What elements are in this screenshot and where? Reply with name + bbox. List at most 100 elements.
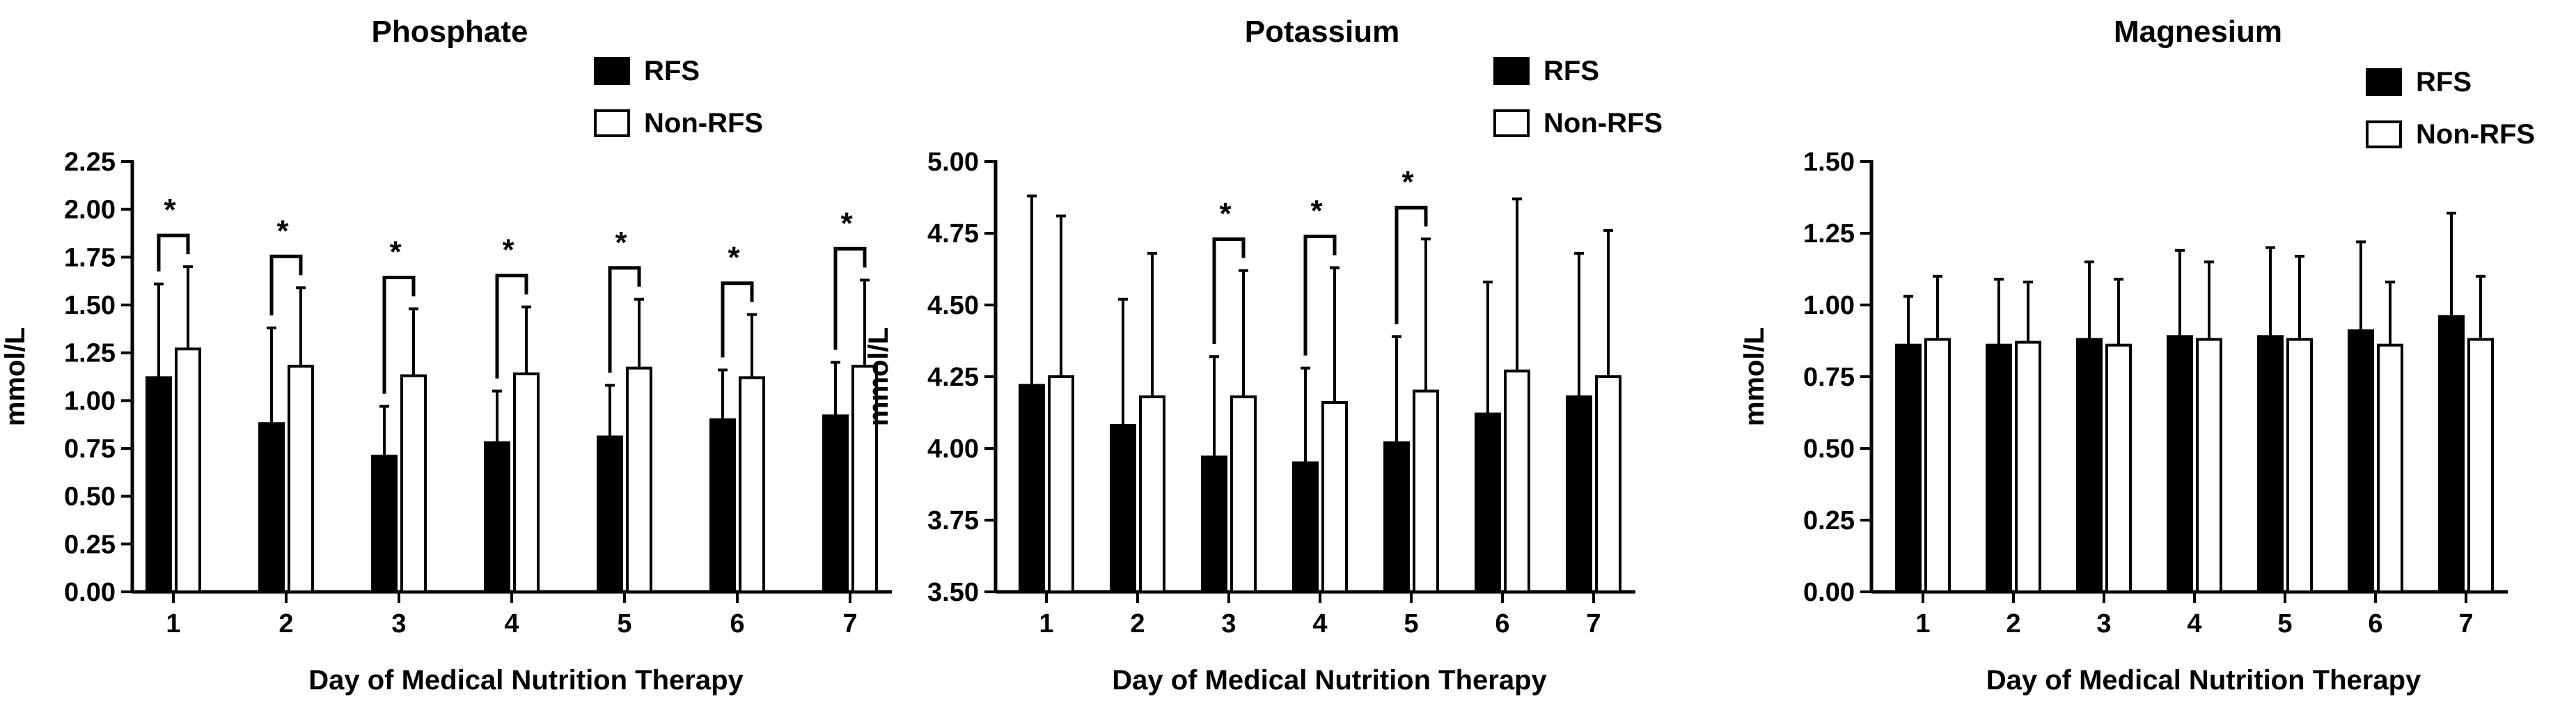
y-tick-label: 0.75 — [64, 434, 116, 464]
x-tick-label: 5 — [617, 609, 631, 638]
y-tick-label: 5.00 — [927, 148, 979, 177]
y-axis-label: mmol/L — [1739, 327, 1770, 426]
x-tick-label: 2 — [2006, 609, 2020, 638]
x-tick-label: 1 — [1039, 609, 1053, 638]
bar-rfs-day-3 — [2076, 338, 2103, 593]
bar-rfs-day-5 — [1383, 441, 1410, 594]
y-tick-label: 4.25 — [927, 363, 979, 392]
bar-non-rfs-day-4 — [513, 372, 540, 593]
bar-rfs-day-2 — [1986, 343, 2012, 593]
bar-rfs-day-1 — [1019, 384, 1045, 593]
bar-rfs-day-5 — [2257, 335, 2284, 593]
x-tick-label: 7 — [2458, 609, 2473, 638]
x-tick-label: 2 — [1130, 609, 1145, 638]
bar-non-rfs-day-4 — [2196, 338, 2222, 593]
significance-bracket — [495, 274, 528, 379]
legend-swatch-non-rfs — [2366, 120, 2402, 148]
x-tick-label: 5 — [2277, 609, 2292, 638]
bar-rfs-day-2 — [258, 422, 285, 593]
significance-star: * — [276, 214, 289, 248]
y-tick-label: 4.00 — [927, 434, 979, 464]
bar-rfs-day-4 — [484, 441, 510, 594]
y-tick-label: 0.25 — [64, 530, 116, 559]
bar-non-rfs-day-3 — [400, 374, 427, 593]
chart-title: Phosphate — [372, 15, 528, 49]
x-axis-label: Day of Medical Nutrition Therapy — [308, 665, 744, 696]
bar-rfs-day-6 — [1475, 412, 1501, 593]
bar-non-rfs-day-5 — [2286, 338, 2313, 593]
legend-label-rfs: RFS — [644, 56, 700, 86]
significance-bracket — [1395, 205, 1428, 324]
significance-star: * — [389, 235, 402, 269]
y-tick-label: 1.25 — [1803, 219, 1855, 249]
bar-non-rfs-day-7 — [1595, 375, 1621, 593]
y-tick-label: 0.50 — [64, 483, 116, 512]
bar-rfs-day-6 — [2348, 329, 2374, 593]
x-tick-label: 4 — [2187, 609, 2201, 638]
significance-star: * — [1219, 197, 1232, 231]
y-tick-label: 0.00 — [1803, 578, 1855, 607]
bar-non-rfs-day-6 — [2377, 343, 2403, 593]
y-tick-label: 4.50 — [927, 291, 979, 320]
chart-panel-phosphate: Phosphate mmol/L Day of Medical Nutrition … — [0, 15, 892, 696]
bar-rfs-day-1 — [146, 376, 172, 594]
significance-bracket — [721, 281, 754, 358]
bar-non-rfs-day-1 — [1048, 375, 1074, 593]
bar-rfs-day-3 — [1201, 455, 1227, 593]
bar-rfs-day-7 — [1566, 395, 1592, 594]
x-tick-label: 3 — [391, 609, 406, 638]
bar-rfs-day-2 — [1110, 424, 1136, 593]
x-tick-label: 1 — [166, 609, 180, 638]
chart-panel-potassium: Potassium mmol/L Day of Medical Nutrition … — [863, 15, 1663, 696]
significance-bracket — [608, 266, 641, 373]
significance-star: * — [728, 241, 740, 275]
x-tick-label: 6 — [2368, 609, 2382, 638]
significance-star: * — [502, 233, 515, 267]
significance-bracket — [269, 254, 303, 315]
y-tick-label: 1.00 — [1803, 291, 1855, 320]
significance-bracket — [157, 233, 190, 272]
bar-non-rfs-day-2 — [288, 364, 314, 593]
bar-rfs-day-3 — [371, 454, 398, 594]
x-tick-label: 3 — [1221, 609, 1236, 638]
bar-rfs-day-5 — [597, 435, 623, 594]
y-tick-label: 0.75 — [1803, 363, 1855, 392]
bar-non-rfs-day-6 — [1504, 369, 1530, 593]
bar-non-rfs-day-2 — [2015, 340, 2041, 593]
y-tick-label: 4.75 — [927, 219, 979, 249]
bar-rfs-day-7 — [822, 414, 849, 593]
x-axis-label: Day of Medical Nutrition Therapy — [1112, 665, 1547, 696]
x-tick-label: 1 — [1915, 609, 1930, 638]
y-tick-label: 3.75 — [927, 506, 979, 535]
significance-star: * — [1310, 194, 1323, 228]
legend-swatch-non-rfs — [594, 109, 630, 137]
legend-label-non-rfs: Non-RFS — [1544, 108, 1663, 139]
bar-non-rfs-day-2 — [1139, 395, 1165, 594]
y-tick-label: 1.25 — [64, 339, 116, 368]
y-tick-label: 1.00 — [64, 386, 116, 416]
significance-bracket — [1212, 237, 1246, 345]
bar-non-rfs-day-1 — [1924, 338, 1951, 593]
significance-star: * — [840, 206, 853, 240]
y-tick-label: 2.25 — [64, 148, 116, 177]
legend-swatch-rfs — [594, 57, 630, 85]
significance-star: * — [164, 193, 176, 227]
legend-swatch-non-rfs — [1493, 109, 1530, 137]
legend-label-rfs: RFS — [2416, 67, 2472, 97]
bar-rfs-day-6 — [709, 418, 736, 593]
y-tick-label: 1.75 — [64, 243, 116, 272]
bar-non-rfs-day-5 — [626, 366, 652, 593]
bar-non-rfs-day-5 — [1413, 389, 1439, 593]
y-tick-label: 0.25 — [1803, 506, 1855, 535]
y-tick-label: 0.00 — [64, 578, 116, 607]
legend-swatch-rfs — [1493, 57, 1530, 85]
legend-label-rfs: RFS — [1544, 56, 1599, 86]
significance-bracket — [1303, 234, 1337, 356]
bar-rfs-day-4 — [2167, 335, 2193, 593]
significance-star: * — [615, 226, 627, 260]
legend-label-non-rfs: Non-RFS — [644, 108, 763, 139]
significance-star: * — [1401, 165, 1414, 199]
bar-non-rfs-day-4 — [1321, 401, 1348, 594]
bar-non-rfs-day-7 — [851, 364, 878, 593]
